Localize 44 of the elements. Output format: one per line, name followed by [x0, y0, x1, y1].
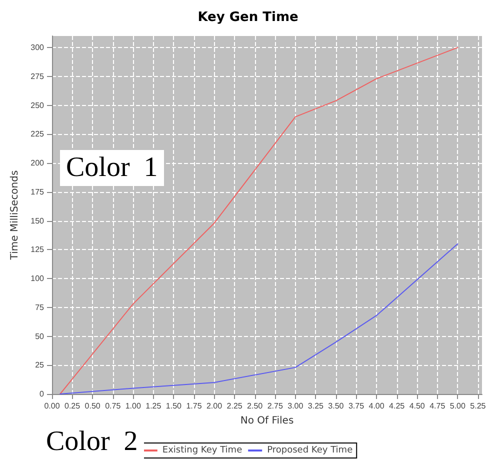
legend-label: Proposed Key Time [267, 446, 354, 456]
y-tick-label: 225 [30, 130, 45, 139]
y-tick-label: 100 [30, 274, 45, 284]
x-tick-label: 1.25 [146, 402, 162, 410]
y-tick-label: 75 [35, 302, 45, 312]
y-axis-title: Time MilliSeconds [9, 170, 20, 261]
x-tick-label: 2.50 [247, 402, 264, 410]
annotation: Color 1 [60, 150, 164, 186]
x-tick-label: 5.25 [470, 402, 486, 410]
y-tick-label: 50 [35, 332, 45, 341]
y-tick-label: 300 [30, 43, 45, 52]
x-tick-label: 0.00 [44, 402, 60, 410]
x-tick-label: 5.00 [450, 402, 466, 410]
x-axis-title: No Of Files [240, 416, 294, 426]
chart-title: Key Gen Time [198, 10, 298, 25]
x-tick-label: 0.75 [105, 402, 122, 410]
line-series [60, 47, 458, 394]
x-tick-label: 2.25 [226, 402, 243, 410]
y-tick-label: 0 [40, 390, 45, 398]
x-tick-label: 3.00 [288, 402, 304, 410]
y-tick-label: 150 [30, 216, 45, 226]
x-tick-label: 2.00 [206, 402, 223, 410]
legend-label: Existing Key Time [162, 446, 243, 456]
line-series [60, 243, 458, 394]
x-tick-label: 0.25 [64, 402, 81, 410]
y-tick-label: 250 [30, 100, 45, 110]
x-tick-label: 3.75 [348, 402, 365, 410]
x-tick-label: 1.00 [125, 402, 142, 410]
x-tick-label: 4.25 [389, 402, 406, 410]
y-tick-label: 175 [30, 187, 45, 196]
x-tick-label: 4.75 [430, 402, 446, 410]
y-tick-label: 275 [30, 72, 45, 81]
x-tick-label: 1.75 [186, 402, 202, 410]
x-tick-label: 0.50 [84, 402, 101, 410]
x-tick-label: 3.25 [308, 402, 324, 410]
y-tick-label: 200 [30, 158, 45, 168]
x-tick-label: 4.00 [368, 402, 385, 410]
y-tick-label: 25 [35, 360, 45, 370]
text: Color 2 [40, 424, 144, 460]
x-tick-label: 3.50 [328, 402, 344, 410]
x-tick-label: 2.75 [267, 402, 284, 410]
y-tick-label: 125 [30, 245, 45, 254]
x-tick-label: 1.50 [166, 402, 182, 410]
x-tick-label: 4.50 [409, 402, 426, 410]
